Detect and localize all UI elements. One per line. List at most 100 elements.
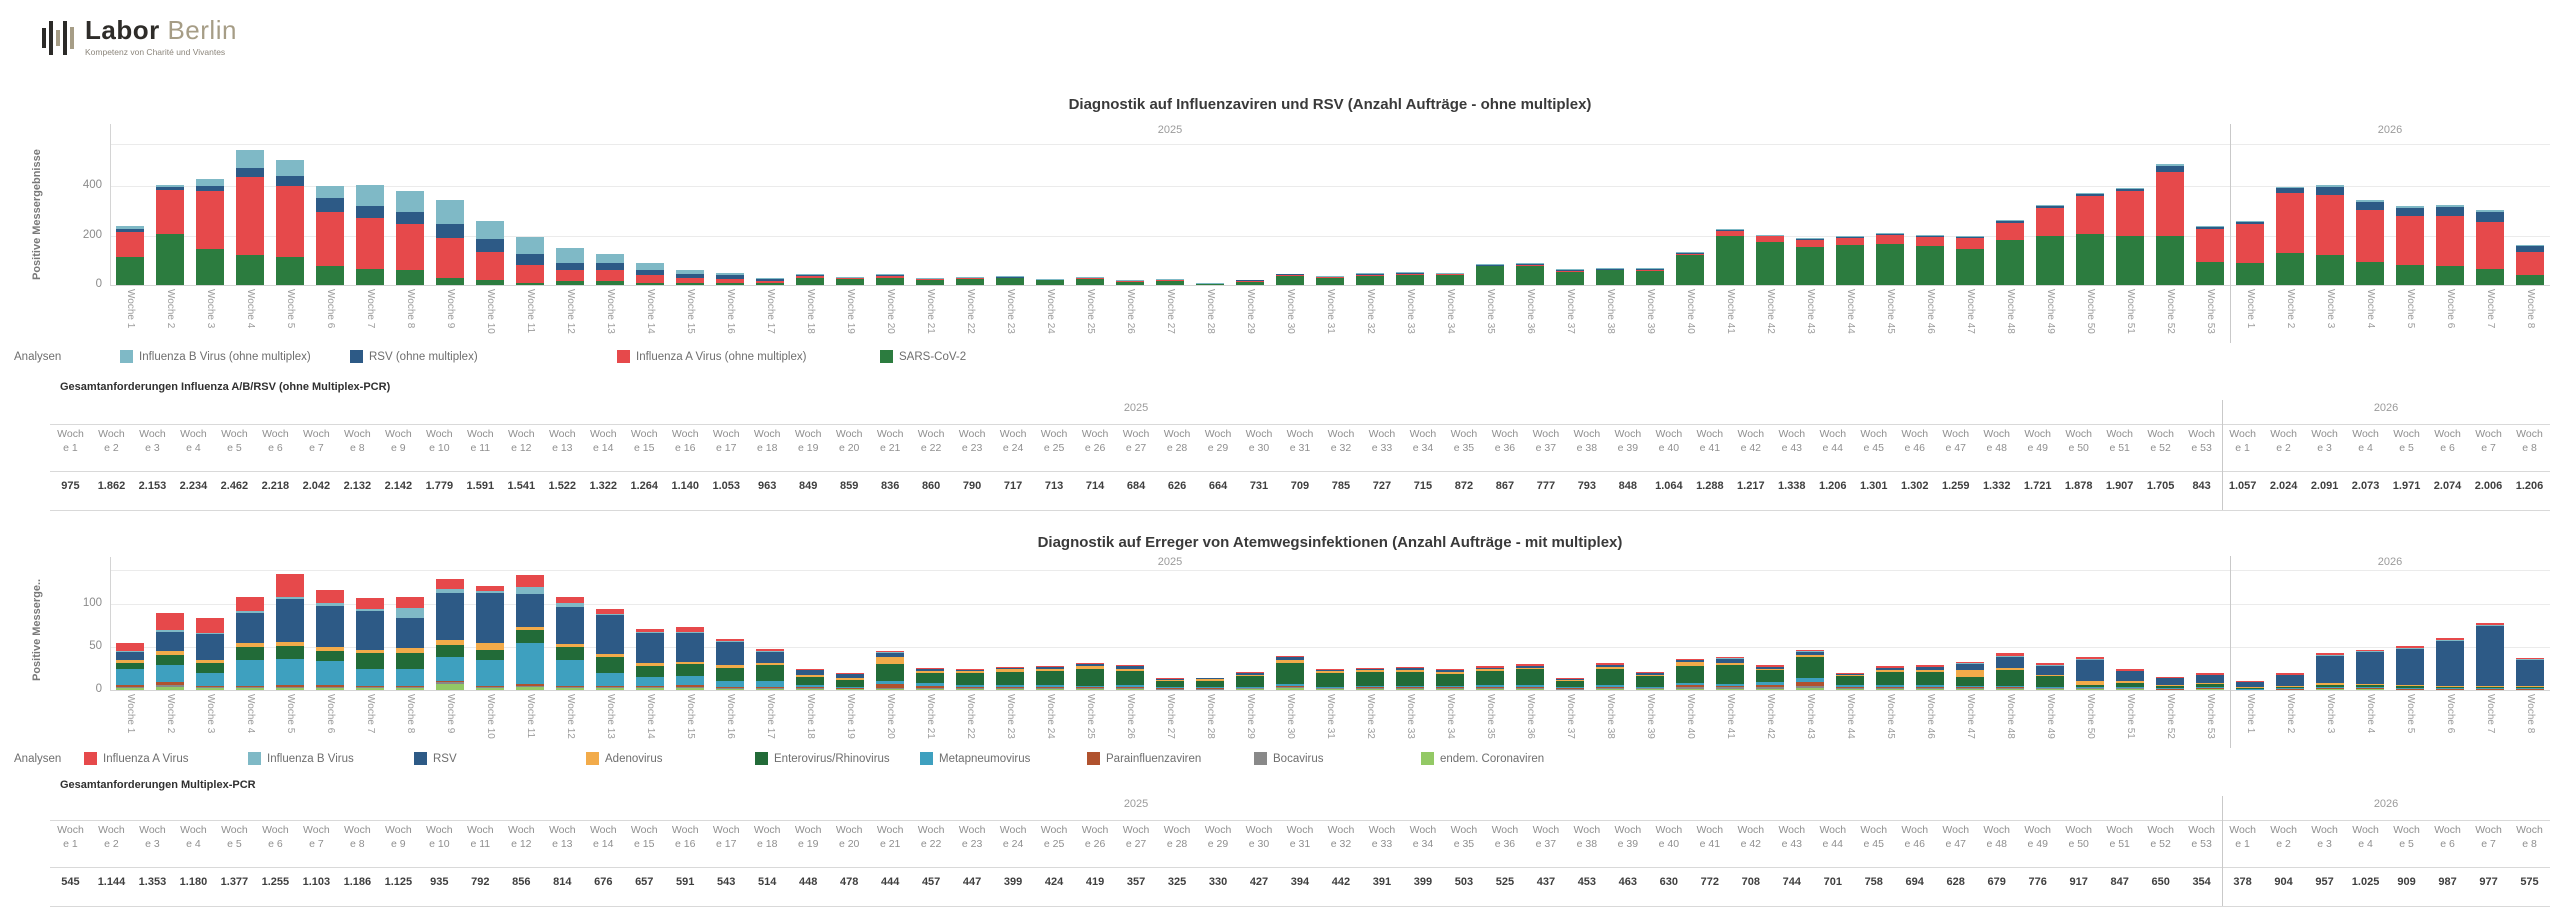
value-cell[interactable]: 2.024 <box>2269 480 2298 492</box>
bar-2026-woche-8[interactable] <box>2516 570 2544 690</box>
value-cell[interactable]: 909 <box>2397 876 2416 888</box>
bar-2025-woche-34[interactable] <box>1436 144 1464 285</box>
value-cell[interactable]: 330 <box>1208 876 1228 888</box>
value-cell[interactable]: 514 <box>758 876 777 888</box>
bar-2025-woche-19[interactable] <box>836 570 864 690</box>
bar-2025-woche-48[interactable] <box>1996 144 2024 285</box>
bar-2025-woche-49[interactable] <box>2036 570 2064 690</box>
bar-2025-woche-37[interactable] <box>1556 570 1584 690</box>
bar-2025-woche-1[interactable] <box>116 570 144 690</box>
legend-item-influenza-a-virus[interactable]: Influenza A Virus <box>84 752 188 765</box>
bar-2025-woche-6[interactable] <box>316 144 344 285</box>
bar-2026-woche-4[interactable] <box>2356 570 2384 690</box>
value-cell[interactable]: 843 <box>2192 480 2211 492</box>
bar-2025-woche-34[interactable] <box>1436 570 1464 690</box>
value-cell[interactable]: 1.057 <box>2228 480 2257 492</box>
value-cell[interactable]: 357 <box>1126 876 1146 888</box>
bar-2025-woche-4[interactable] <box>236 144 264 285</box>
bar-2025-woche-9[interactable] <box>436 570 464 690</box>
bar-2025-woche-32[interactable] <box>1356 144 1384 285</box>
value-cell[interactable]: 448 <box>799 876 818 888</box>
legend-item-endem-coronaviren[interactable]: endem. Coronaviren <box>1421 752 1544 765</box>
bar-2026-woche-6[interactable] <box>2436 570 2464 690</box>
bar-2025-woche-31[interactable] <box>1316 144 1344 285</box>
value-cell[interactable]: 1.206 <box>1819 480 1847 492</box>
bar-2025-woche-16[interactable] <box>716 144 744 285</box>
bar-2025-woche-31[interactable] <box>1316 570 1344 690</box>
value-cell[interactable]: 424 <box>1044 876 1064 888</box>
bar-2025-woche-20[interactable] <box>876 570 904 690</box>
value-cell[interactable]: 701 <box>1823 876 1842 888</box>
bar-2026-woche-5[interactable] <box>2396 144 2424 285</box>
value-cell[interactable]: 1.721 <box>2023 480 2052 492</box>
bar-2026-woche-3[interactable] <box>2316 144 2344 285</box>
value-cell[interactable]: 664 <box>1208 480 1228 492</box>
bar-2025-woche-14[interactable] <box>636 144 664 285</box>
bar-2025-woche-29[interactable] <box>1236 570 1264 690</box>
bar-2025-woche-3[interactable] <box>196 570 224 690</box>
bar-2025-woche-9[interactable] <box>436 144 464 285</box>
bar-2025-woche-39[interactable] <box>1636 570 1664 690</box>
value-cell[interactable]: 444 <box>880 876 900 888</box>
bar-2025-woche-50[interactable] <box>2076 144 2104 285</box>
legend-item-rsv[interactable]: RSV <box>414 752 457 765</box>
bar-2025-woche-18[interactable] <box>796 144 824 285</box>
value-cell[interactable]: 684 <box>1126 480 1146 492</box>
value-cell[interactable]: 856 <box>512 876 531 888</box>
value-cell[interactable]: 437 <box>1536 876 1556 888</box>
legend-item-influenza-a-virus-ohne-multiplex[interactable]: Influenza A Virus (ohne multiplex) <box>617 350 806 363</box>
bar-2025-woche-50[interactable] <box>2076 570 2104 690</box>
value-cell[interactable]: 442 <box>1331 876 1351 888</box>
bar-2025-woche-4[interactable] <box>236 570 264 690</box>
bar-2025-woche-52[interactable] <box>2156 570 2184 690</box>
bar-2026-woche-7[interactable] <box>2476 144 2504 285</box>
value-cell[interactable]: 694 <box>1905 876 1924 888</box>
value-cell[interactable]: 1.288 <box>1696 480 1724 492</box>
value-cell[interactable]: 453 <box>1577 876 1597 888</box>
value-cell[interactable]: 1.522 <box>548 480 577 492</box>
value-cell[interactable]: 1.125 <box>384 876 413 888</box>
bar-2025-woche-25[interactable] <box>1076 570 1104 690</box>
value-cell[interactable]: 478 <box>839 876 859 888</box>
bar-2025-woche-13[interactable] <box>596 144 624 285</box>
bar-2025-woche-3[interactable] <box>196 144 224 285</box>
legend-item-enterovirus-rhinovirus[interactable]: Enterovirus/Rhinovirus <box>755 752 890 765</box>
bar-2025-woche-5[interactable] <box>276 570 304 690</box>
value-cell[interactable]: 1.025 <box>2351 876 2380 888</box>
bar-2025-woche-30[interactable] <box>1276 144 1304 285</box>
value-cell[interactable]: 2.142 <box>384 480 413 492</box>
bar-2026-woche-2[interactable] <box>2276 570 2304 690</box>
value-cell[interactable]: 963 <box>758 480 777 492</box>
bar-2025-woche-48[interactable] <box>1996 570 2024 690</box>
value-cell[interactable]: 679 <box>1987 876 2006 888</box>
value-cell[interactable]: 628 <box>1946 876 1965 888</box>
value-cell[interactable]: 378 <box>2233 876 2252 888</box>
legend-item-influenza-b-virus[interactable]: Influenza B Virus <box>248 752 354 765</box>
value-cell[interactable]: 708 <box>1741 876 1760 888</box>
value-cell[interactable]: 2.132 <box>343 480 372 492</box>
value-cell[interactable]: 1.322 <box>589 480 618 492</box>
bar-2025-woche-1[interactable] <box>116 144 144 285</box>
value-cell[interactable]: 1.541 <box>507 480 536 492</box>
value-cell[interactable]: 1.144 <box>97 876 126 888</box>
value-cell[interactable]: 872 <box>1454 480 1474 492</box>
bar-2026-woche-1[interactable] <box>2236 570 2264 690</box>
bar-2025-woche-38[interactable] <box>1596 144 1624 285</box>
bar-2025-woche-7[interactable] <box>356 144 384 285</box>
value-cell[interactable]: 591 <box>676 876 695 888</box>
bar-2025-woche-37[interactable] <box>1556 144 1584 285</box>
value-cell[interactable]: 1.264 <box>630 480 659 492</box>
bar-2025-woche-44[interactable] <box>1836 570 1864 690</box>
bar-2025-woche-21[interactable] <box>916 570 944 690</box>
bar-2025-woche-8[interactable] <box>396 144 424 285</box>
bar-2025-woche-35[interactable] <box>1476 144 1504 285</box>
bar-2025-woche-49[interactable] <box>2036 144 2064 285</box>
bar-2025-woche-2[interactable] <box>156 144 184 285</box>
bar-2025-woche-24[interactable] <box>1036 144 1064 285</box>
value-cell[interactable]: 975 <box>61 480 80 492</box>
bar-2025-woche-45[interactable] <box>1876 570 1904 690</box>
value-cell[interactable]: 1.255 <box>261 876 290 888</box>
bar-2025-woche-53[interactable] <box>2196 144 2224 285</box>
bar-2025-woche-2[interactable] <box>156 570 184 690</box>
value-cell[interactable]: 957 <box>2315 876 2334 888</box>
